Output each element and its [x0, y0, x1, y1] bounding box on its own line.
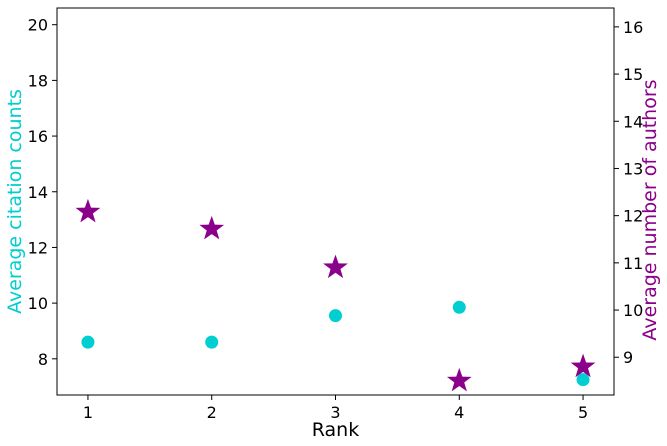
- y-axis-right-label: Average number of authors: [639, 79, 661, 340]
- plot-frame: [56, 7, 615, 396]
- authors-star-point: [570, 353, 596, 378]
- y-left-tick-label: 10: [28, 294, 48, 313]
- y-left-tick-label: 8: [38, 350, 48, 369]
- authors-star-point: [199, 215, 225, 240]
- y-right-tick-label: 14: [623, 112, 643, 131]
- y-left-tick-label: 12: [28, 238, 48, 257]
- authors-star-point: [75, 198, 101, 223]
- citation-point: [576, 373, 590, 387]
- y-left-tick-label: 20: [28, 16, 48, 35]
- x-tick-label: 4: [454, 403, 464, 422]
- y-left-tick-label: 18: [28, 71, 48, 90]
- citation-point: [205, 335, 219, 349]
- y-right-tick-label: 13: [623, 159, 643, 178]
- y-right-tick-label: 16: [623, 18, 643, 37]
- y-right-tick-label: 12: [623, 207, 643, 226]
- x-tick-label: 5: [578, 403, 588, 422]
- authors-star-point: [446, 367, 472, 392]
- y-left-tick-label: 14: [28, 183, 48, 202]
- y-left-tick-label: 16: [28, 127, 48, 146]
- y-right-tick-label: 10: [623, 301, 643, 320]
- x-tick-label: 3: [330, 403, 340, 422]
- y-right-tick-label: 9: [623, 348, 633, 367]
- y-right-tick-label: 15: [623, 65, 643, 84]
- y-right-tick-label: 11: [623, 254, 643, 273]
- x-tick-label: 1: [83, 403, 93, 422]
- x-tick-label: 2: [207, 403, 217, 422]
- citation-point: [81, 335, 95, 349]
- citation-point: [452, 300, 466, 314]
- authors-star-point: [323, 254, 348, 279]
- x-axis-label: Rank: [312, 419, 359, 441]
- y-axis-left-label: Average citation counts: [4, 89, 26, 314]
- citation-point: [329, 309, 342, 323]
